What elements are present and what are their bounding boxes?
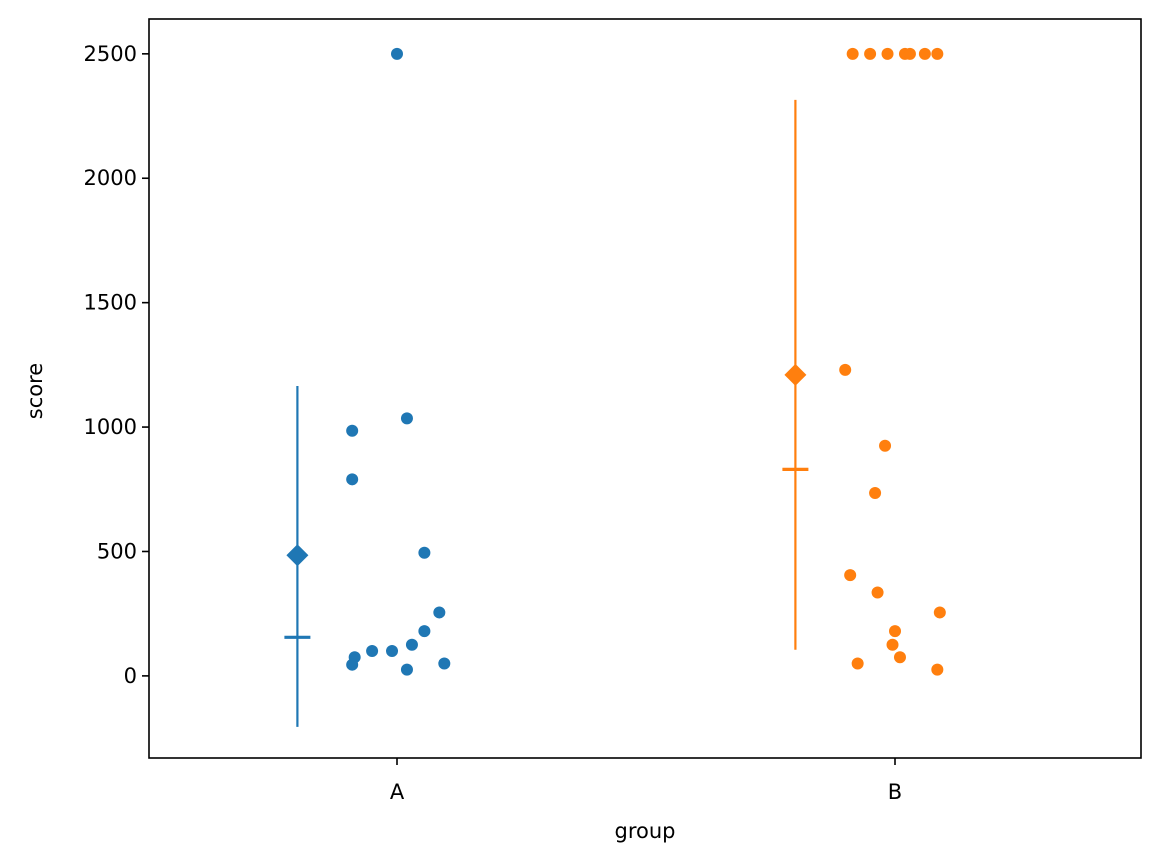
plot-frame [148,18,1142,759]
x-tick-label: A [390,780,405,804]
data-point [851,657,864,670]
data-point [933,606,946,619]
data-point [869,487,882,500]
x-tick-label: B [888,780,902,804]
y-tick-label: 2500 [84,42,137,66]
mean-marker [784,363,807,386]
data-point [346,658,359,671]
y-tick-label: 1500 [84,291,137,315]
y-axis: 0 500 1000 1500 2000 2500 [84,42,149,688]
data-point [405,638,418,651]
data-point [433,606,446,619]
mean-marker [286,544,309,567]
data-point [839,363,852,376]
y-tick-label: 500 [97,539,137,563]
data-point [844,569,857,582]
data-point [931,47,944,60]
data-point [346,473,359,486]
data-point [846,47,859,60]
data-point [418,625,431,638]
series-A [284,47,451,727]
y-axis-label: score [23,363,47,419]
data-point [879,439,892,452]
data-point [918,47,931,60]
data-point [889,625,901,638]
data-point [400,663,413,676]
y-tick-label: 2000 [84,166,137,190]
data-point [893,651,906,664]
data-point [871,586,884,599]
data-point [418,546,431,559]
x-axis-label: group [615,819,676,843]
data-point [438,657,451,670]
data-point [386,645,399,658]
y-tick-label: 0 [124,664,137,688]
plot-area [284,47,946,727]
data-point [864,47,877,60]
y-tick-label: 1000 [84,415,137,439]
data-point [881,47,894,60]
data-point [400,412,413,425]
data-point [931,663,944,676]
data-point [886,638,899,651]
data-point [346,424,359,437]
data-point [366,645,379,658]
series-B [782,47,946,676]
data-point [903,47,916,60]
data-point [391,47,403,60]
